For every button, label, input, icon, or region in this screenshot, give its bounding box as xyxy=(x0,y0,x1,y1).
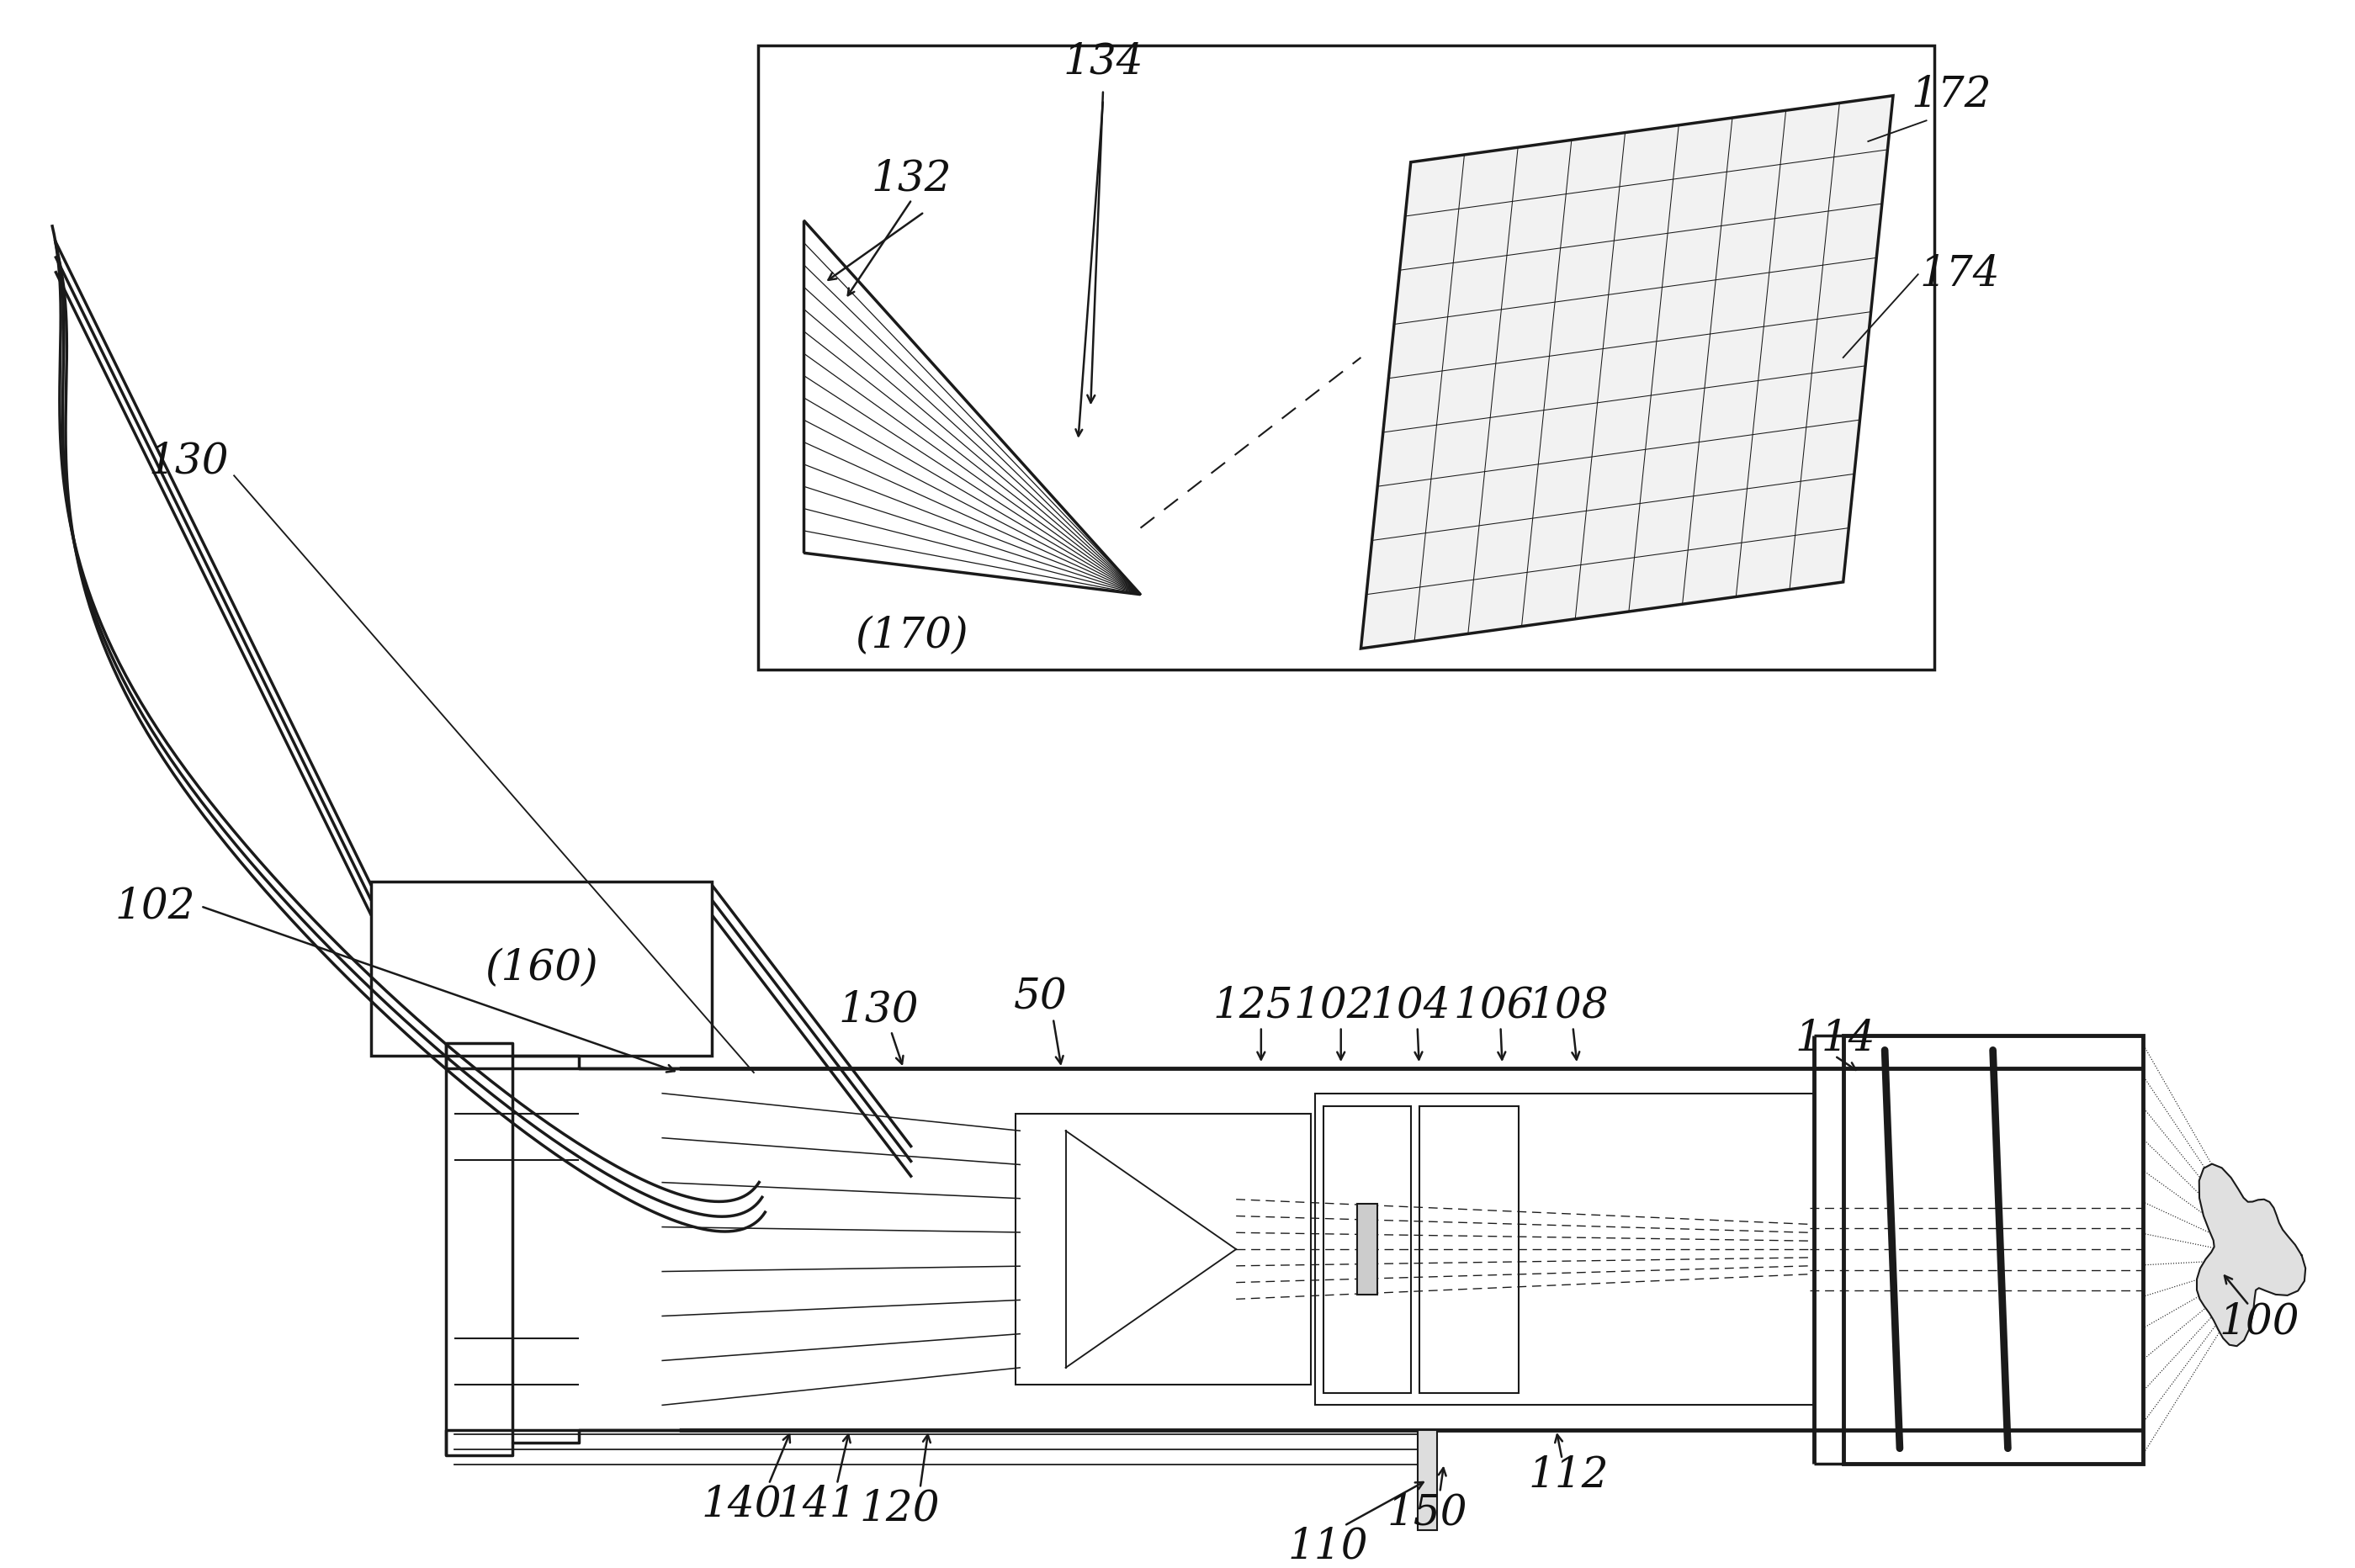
Text: 110: 110 xyxy=(1288,1526,1368,1568)
Text: 112: 112 xyxy=(1528,1455,1608,1496)
Text: (170): (170) xyxy=(855,615,968,657)
Bar xyxy=(372,881,711,1055)
Text: 100: 100 xyxy=(2218,1301,2298,1342)
Text: (160): (160) xyxy=(485,947,598,989)
Text: 114: 114 xyxy=(1795,1019,1875,1060)
Text: 102: 102 xyxy=(115,886,195,927)
Bar xyxy=(758,45,1936,670)
Text: 134: 134 xyxy=(1062,42,1142,83)
Bar xyxy=(1314,1093,1813,1405)
Text: 50: 50 xyxy=(1015,977,1067,1019)
Text: 125: 125 xyxy=(1213,985,1293,1027)
Text: 102: 102 xyxy=(1293,985,1375,1027)
Bar xyxy=(1420,1105,1519,1392)
Polygon shape xyxy=(2197,1163,2306,1345)
Text: 130: 130 xyxy=(838,989,918,1032)
Text: 120: 120 xyxy=(860,1488,940,1530)
Text: 150: 150 xyxy=(1387,1493,1467,1534)
Text: 130: 130 xyxy=(148,441,228,483)
Polygon shape xyxy=(1361,96,1893,649)
Bar xyxy=(1324,1105,1411,1392)
Bar xyxy=(1015,1115,1312,1385)
Bar xyxy=(1844,1035,2143,1463)
Bar xyxy=(1356,1204,1378,1295)
Text: 174: 174 xyxy=(1919,254,1999,295)
Text: 104: 104 xyxy=(1371,985,1451,1027)
Bar xyxy=(1418,1430,1437,1530)
Text: 172: 172 xyxy=(1910,75,1992,116)
Text: 141: 141 xyxy=(775,1483,857,1526)
Text: 108: 108 xyxy=(1528,985,1608,1027)
Text: 140: 140 xyxy=(702,1483,782,1526)
Text: 132: 132 xyxy=(871,158,951,199)
Text: 106: 106 xyxy=(1453,985,1533,1027)
